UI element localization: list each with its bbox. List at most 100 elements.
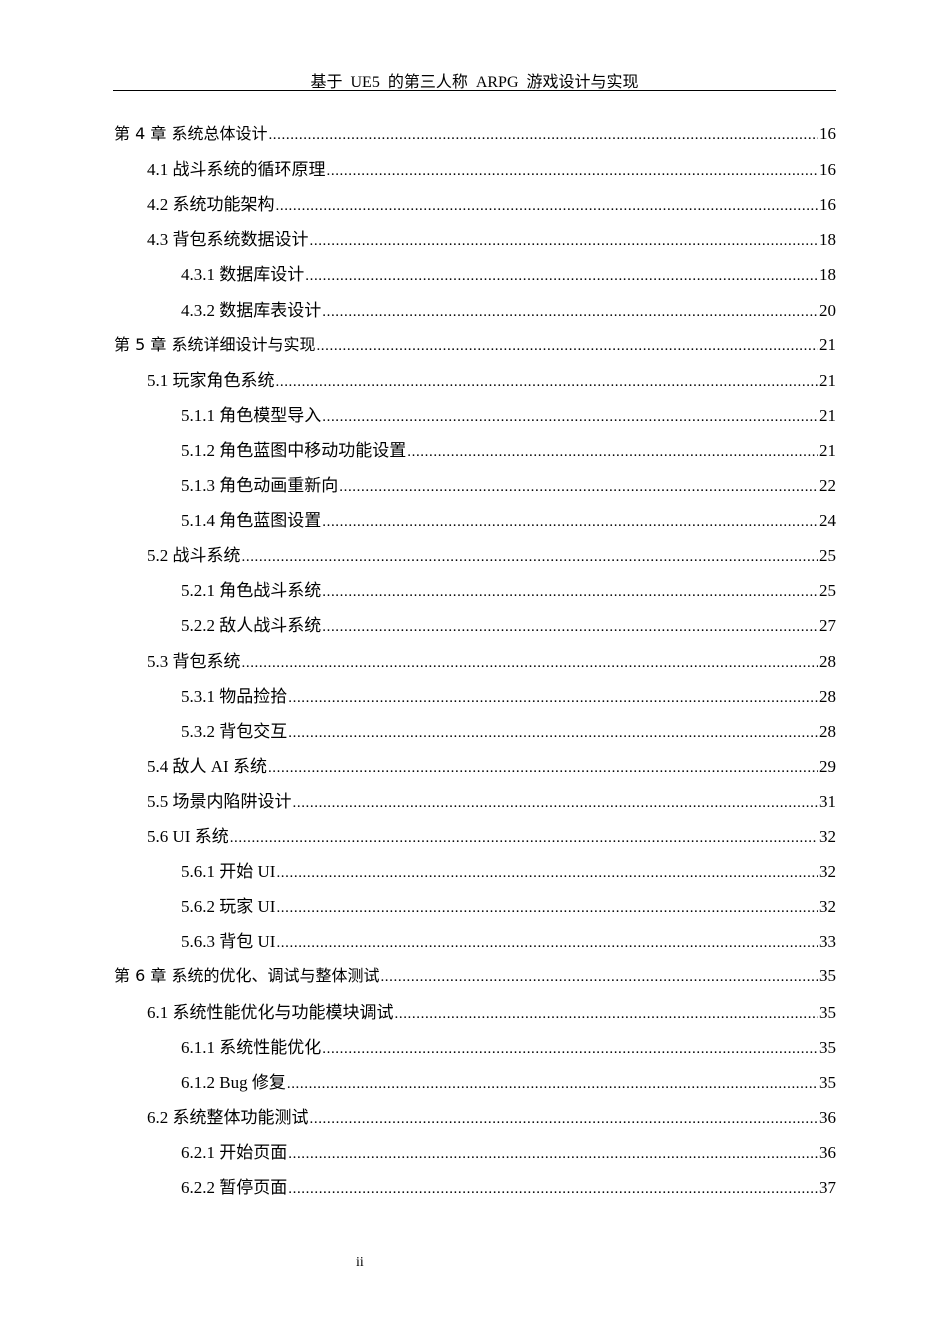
toc-entry-label: 5.1.2 角色蓝图中移动功能设置: [181, 440, 407, 460]
dot-leader: [276, 900, 818, 917]
toc-section-entry[interactable]: 4.3.1 数据库设计 18: [181, 260, 836, 284]
toc-section-entry[interactable]: 4.3.2 数据库表设计 20: [181, 296, 836, 320]
toc-entry-page: 29: [819, 756, 836, 776]
toc-entry-page: 20: [819, 300, 836, 320]
dot-leader: [316, 338, 818, 355]
page-number: ii: [356, 1255, 364, 1270]
toc-entry-page: 21: [819, 334, 836, 354]
toc-entry-page: 27: [819, 616, 836, 636]
dot-leader: [327, 163, 819, 180]
toc-section-entry[interactable]: 6.1 系统性能优化与功能模块调试 35: [147, 998, 836, 1022]
dot-leader: [395, 1006, 819, 1023]
toc-section-entry[interactable]: 5.6.1 开始 UI 32: [181, 857, 836, 881]
dot-leader: [268, 127, 818, 144]
toc-section-entry[interactable]: 6.2.1 开始页面 36: [181, 1138, 836, 1162]
dot-leader: [242, 655, 819, 672]
toc-chapter-entry[interactable]: 第 6 章 系统的优化、调试与整体测试 35: [114, 962, 836, 986]
toc-section-entry[interactable]: 4.2 系统功能架构 16: [147, 190, 836, 214]
dot-leader: [276, 374, 819, 391]
toc-entry-page: 21: [819, 405, 836, 425]
toc-section-entry[interactable]: 6.2.2 暂停页面 37: [181, 1173, 836, 1197]
toc-entry-label: 6.1 系统性能优化与功能模块调试: [147, 1002, 394, 1022]
toc-entry-label: 5.2.2 敌人战斗系统: [181, 616, 322, 636]
toc-section-entry[interactable]: 5.6.3 背包 UI 33: [181, 927, 836, 951]
toc-entry-page: 21: [819, 370, 836, 390]
toc-entry-label: 5.3.1 物品捡拾: [181, 686, 288, 706]
toc-section-entry[interactable]: 5.6.2 玩家 UI 32: [181, 892, 836, 916]
toc-entry-page: 37: [819, 1178, 836, 1197]
toc-entry-label: 6.1.1 系统性能优化: [181, 1037, 322, 1057]
toc-entry-label: 第 6 章 系统的优化、调试与整体测试: [114, 966, 380, 986]
dot-leader: [288, 1146, 818, 1163]
toc-chapter-entry[interactable]: 第 4 章 系统总体设计 16: [114, 120, 836, 144]
toc-entry-label: 6.2 系统整体功能测试: [147, 1107, 309, 1127]
dot-leader: [287, 1076, 818, 1093]
toc-section-entry[interactable]: 5.3.1 物品捡拾 28: [181, 682, 836, 706]
toc-entry-label: 6.2.1 开始页面: [181, 1142, 288, 1162]
toc-section-entry[interactable]: 6.1.2 Bug 修复 35: [181, 1068, 836, 1092]
toc-section-entry[interactable]: 5.3.2 背包交互 28: [181, 717, 836, 741]
toc-section-entry[interactable]: 6.2 系统整体功能测试 36: [147, 1103, 836, 1127]
toc-entry-label: 4.2 系统功能架构: [147, 195, 275, 215]
toc-entry-label: 5.2 战斗系统: [147, 546, 241, 566]
toc-section-entry[interactable]: 5.1.3 角色动画重新向 22: [181, 471, 836, 495]
toc-section-entry[interactable]: 5.3 背包系统 28: [147, 647, 836, 671]
toc-entry-label: 5.6.2 玩家 UI: [181, 897, 276, 917]
toc-entry-page: 36: [819, 1142, 836, 1162]
dot-leader: [288, 725, 818, 742]
dot-leader: [310, 1111, 819, 1128]
toc-section-entry[interactable]: 5.6 UI 系统 32: [147, 822, 836, 846]
toc-entry-page: 28: [819, 651, 836, 671]
dot-leader: [276, 198, 819, 215]
toc-entry-page: 31: [819, 791, 836, 811]
dot-leader: [322, 1041, 818, 1058]
toc-entry-page: 28: [819, 721, 836, 741]
toc-section-entry[interactable]: 5.2.2 敌人战斗系统 27: [181, 611, 836, 635]
dot-leader: [322, 409, 818, 426]
dot-leader: [322, 619, 818, 636]
toc-entry-page: 33: [819, 932, 836, 952]
toc-entry-label: 4.3.2 数据库表设计: [181, 300, 322, 320]
toc-section-entry[interactable]: 6.1.1 系统性能优化 35: [181, 1033, 836, 1057]
toc-entry-label: 6.1.2 Bug 修复: [181, 1072, 286, 1092]
toc-entry-label: 5.5 场景内陷阱设计: [147, 791, 292, 811]
toc-section-entry[interactable]: 5.2.1 角色战斗系统 25: [181, 576, 836, 600]
dot-leader: [276, 865, 818, 882]
dot-leader: [293, 795, 819, 812]
toc-section-entry[interactable]: 5.1.2 角色蓝图中移动功能设置 21: [181, 436, 836, 460]
dot-leader: [288, 690, 818, 707]
toc-entry-label: 5.6 UI 系统: [147, 827, 229, 846]
toc-section-entry[interactable]: 5.1 玩家角色系统 21: [147, 366, 836, 390]
toc-entry-label: 4.3 背包系统数据设计: [147, 230, 309, 250]
toc-entry-page: 35: [819, 1072, 836, 1092]
toc-entry-label: 5.6.1 开始 UI: [181, 862, 276, 882]
toc-entry-page: 21: [819, 440, 836, 460]
dot-leader: [310, 233, 819, 250]
toc-section-entry[interactable]: 5.1.4 角色蓝图设置 24: [181, 506, 836, 530]
header-divider: [113, 90, 836, 91]
toc-section-entry[interactable]: 5.2 战斗系统 25: [147, 541, 836, 565]
dot-leader: [242, 549, 819, 566]
toc-entry-label: 4.3.1 数据库设计: [181, 265, 305, 285]
running-header: 基于 UE5 的第三人称 ARPG 游戏设计与实现: [310, 74, 639, 91]
toc-section-entry[interactable]: 5.5 场景内陷阱设计 31: [147, 787, 836, 811]
toc-section-entry[interactable]: 4.1 战斗系统的循环原理 16: [147, 155, 836, 179]
toc-chapter-entry[interactable]: 第 5 章 系统详细设计与实现 21: [114, 331, 836, 355]
toc-entry-label: 5.1.1 角色模型导入: [181, 405, 322, 425]
dot-leader: [322, 584, 818, 601]
toc-entry-page: 16: [819, 124, 836, 143]
toc-entry-page: 35: [819, 1037, 836, 1057]
toc-entry-page: 18: [819, 230, 836, 250]
toc-section-entry[interactable]: 5.4 敌人 AI 系统 29: [147, 752, 836, 776]
dot-leader: [268, 760, 818, 777]
toc-entry-page: 22: [819, 476, 836, 495]
toc-entry-label: 第 5 章 系统详细设计与实现: [114, 334, 316, 354]
toc-entry-label: 5.3.2 背包交互: [181, 721, 288, 741]
dot-leader: [276, 935, 818, 952]
dot-leader: [288, 1181, 818, 1198]
toc-entry-page: 25: [819, 546, 836, 566]
toc-entry-label: 5.3 背包系统: [147, 651, 241, 671]
toc-entry-page: 16: [819, 195, 836, 215]
toc-section-entry[interactable]: 4.3 背包系统数据设计 18: [147, 225, 836, 249]
toc-section-entry[interactable]: 5.1.1 角色模型导入 21: [181, 401, 836, 425]
